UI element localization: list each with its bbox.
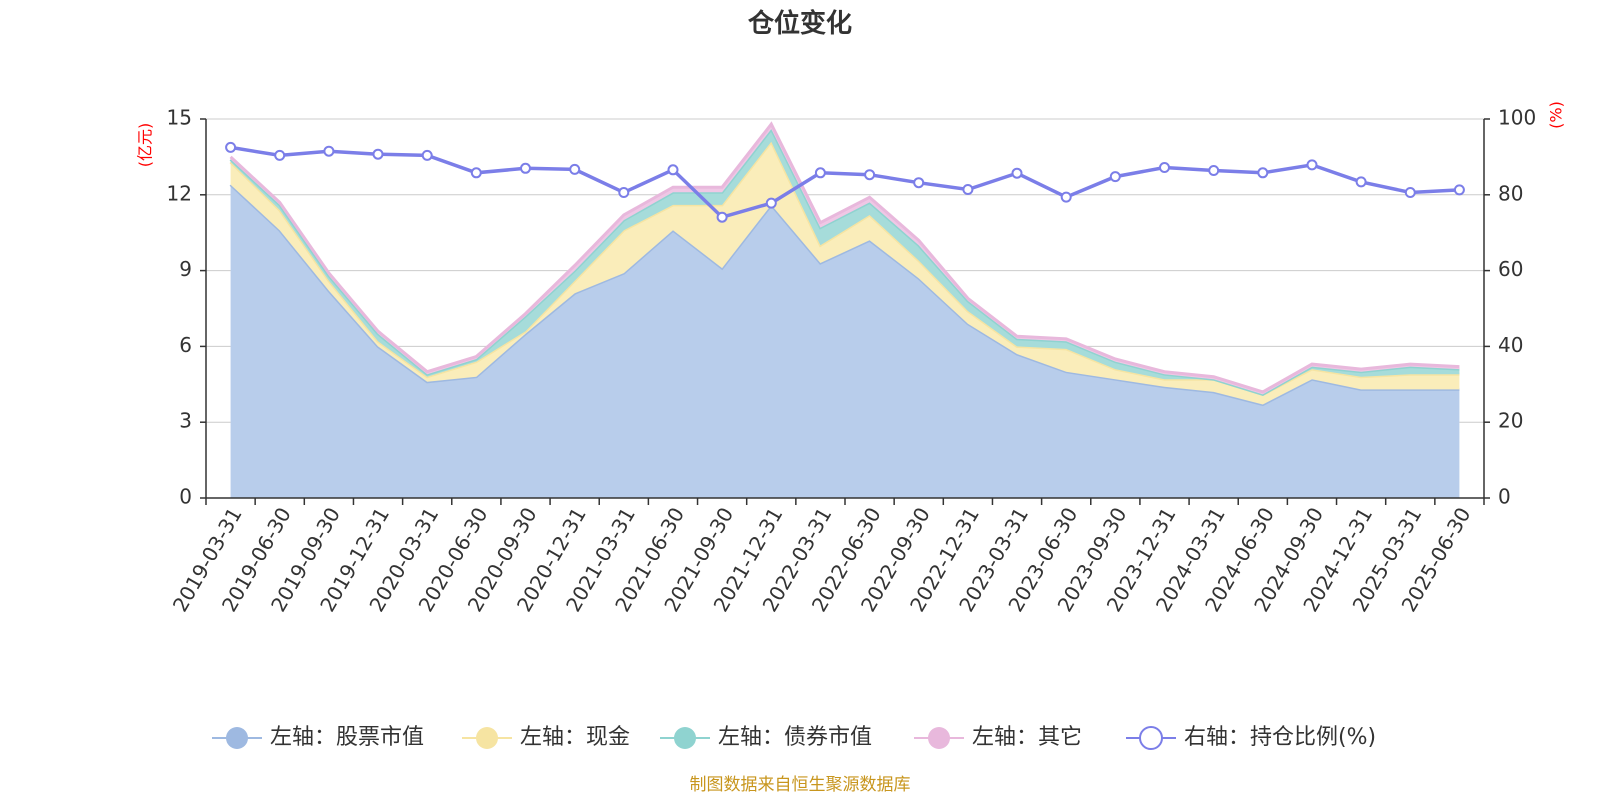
position-ratio-point	[814, 167, 826, 179]
position-ratio-point	[765, 197, 777, 209]
position-ratio-point	[569, 163, 581, 175]
stacked-areas	[229, 121, 1460, 498]
position-ratio-line	[225, 141, 1465, 223]
legend-circle-marker	[928, 727, 950, 749]
legend-circle-marker	[674, 727, 696, 749]
position-ratio-point	[1355, 176, 1367, 188]
position-ratio-point	[716, 211, 728, 223]
position-ratio-point	[225, 141, 237, 153]
position-ratio-point	[913, 177, 925, 189]
position-ratio-line-path	[230, 145, 1460, 220]
position-ratio-point	[962, 184, 974, 195]
legend: 左轴：股票市值 左轴：现金 左轴：债券市值 左轴：其它 右轴：持仓比例(%)	[212, 725, 1376, 750]
area-series-1	[230, 184, 1460, 498]
left-tick-label: 6	[179, 333, 192, 357]
position-ratio-point	[667, 164, 679, 176]
legend-item-3: 左轴：债券市值	[660, 725, 872, 750]
left-tick-label: 3	[179, 409, 192, 433]
area-series-2	[230, 141, 1460, 405]
position-ratio-point	[1453, 184, 1465, 196]
position-ratio-point	[864, 169, 876, 181]
position-ratio-point	[274, 149, 286, 161]
left-tick-label: 15	[167, 106, 192, 130]
left-tick-label: 12	[167, 181, 192, 205]
left-tick-label: 0	[179, 485, 192, 509]
right-tick-label: 40	[1498, 333, 1523, 357]
position-ratio-point	[1404, 187, 1416, 198]
legend-label: 左轴：现金	[520, 725, 630, 750]
right-axis-unit: (%)	[1547, 101, 1566, 129]
legend-item-1: 左轴：股票市值	[212, 725, 424, 750]
legend-item-2: 左轴：现金	[462, 725, 630, 750]
position-ratio-point	[520, 162, 531, 174]
legend-item-4: 左轴：其它	[914, 725, 1082, 750]
legend-circle-marker	[476, 727, 498, 749]
position-ratio-point	[1011, 167, 1023, 179]
position-ratio-point	[372, 148, 384, 160]
chart-title: 仓位变化	[747, 8, 852, 39]
legend-circle-marker	[1139, 726, 1163, 750]
position-ratio-point	[1060, 191, 1072, 203]
data-source-note: 制图数据来自恒生聚源数据库	[690, 775, 911, 795]
right-tick-label: 20	[1498, 409, 1523, 433]
position-ratio-point	[1109, 171, 1121, 183]
legend-label: 左轴：其它	[972, 725, 1082, 750]
position-ratio-point	[1306, 159, 1318, 171]
area-edge-series-4	[229, 121, 1460, 394]
position-ratio-point	[618, 187, 630, 198]
position-ratio-point	[1257, 167, 1269, 179]
position-ratio-point	[323, 145, 335, 157]
left-axis-unit: (亿元)	[136, 123, 155, 168]
position-ratio-point	[1159, 162, 1170, 173]
legend-label: 左轴：股票市值	[270, 725, 424, 750]
right-tick-label: 0	[1498, 485, 1511, 509]
right-tick-label: 100	[1498, 106, 1536, 130]
legend-label: 左轴：债券市值	[718, 725, 872, 750]
position-ratio-point	[1208, 165, 1220, 176]
legend-label: 右轴：持仓比例(%)	[1184, 725, 1376, 750]
position-ratio-point	[470, 167, 482, 179]
right-tick-label: 60	[1498, 257, 1523, 281]
right-tick-label: 80	[1498, 181, 1523, 205]
position-ratio-point	[421, 149, 433, 161]
legend-item-5: 右轴：持仓比例(%)	[1126, 725, 1376, 750]
left-tick-label: 9	[179, 257, 192, 281]
legend-circle-marker	[226, 727, 248, 749]
